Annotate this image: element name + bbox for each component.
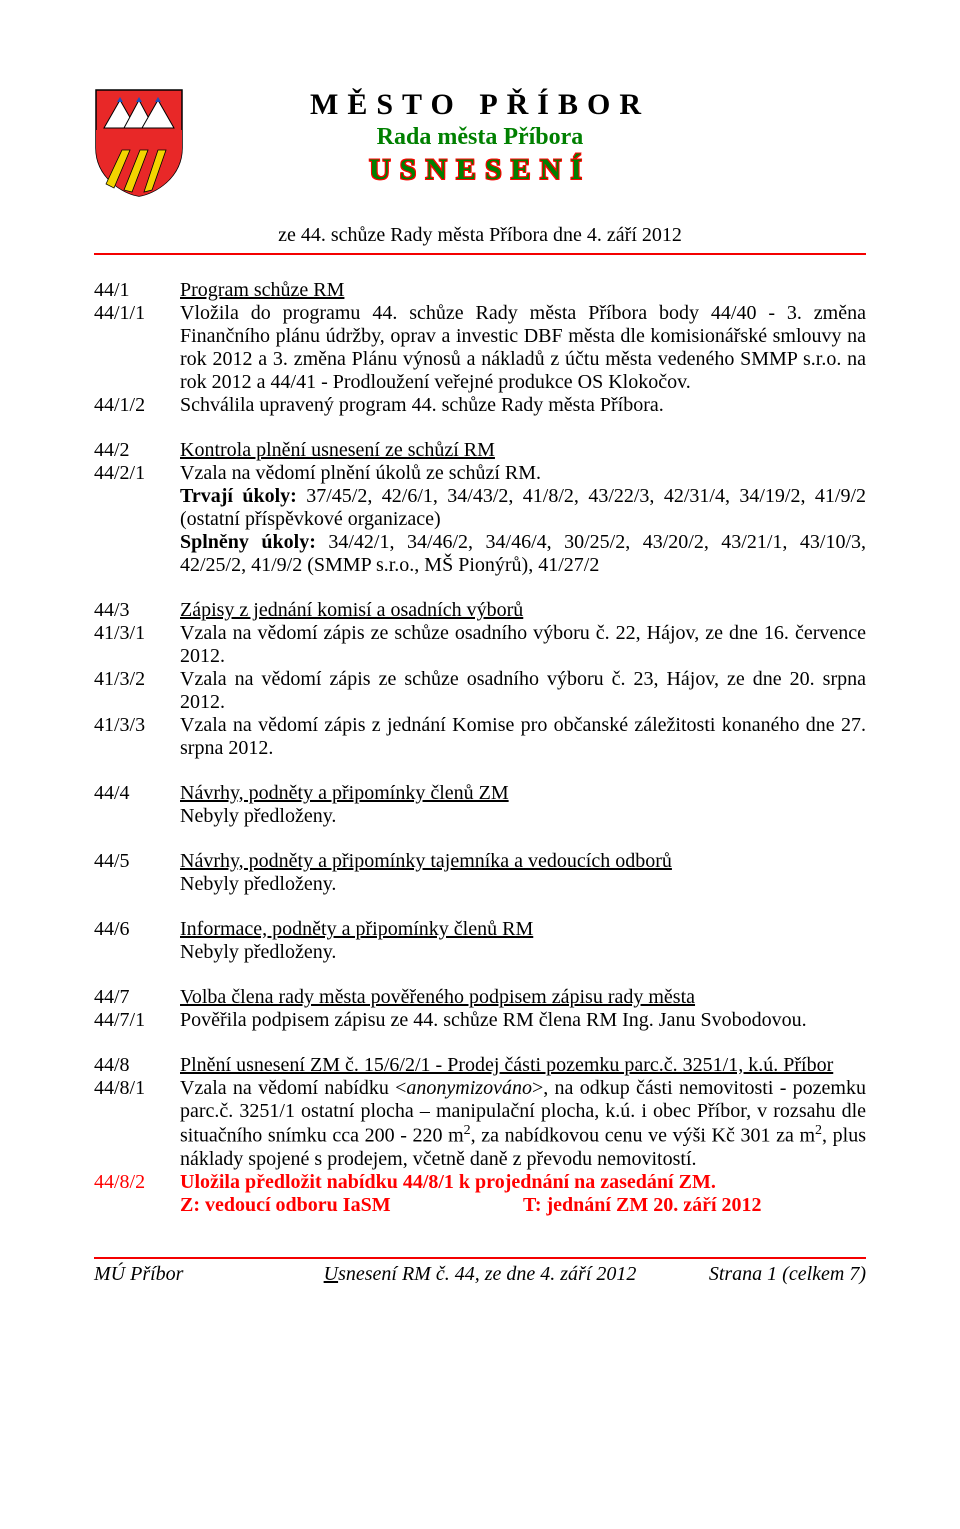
header-rule [94, 253, 866, 255]
header-row: MĚSTO PŘÍBOR Rada města Příbora USNESENÍ [94, 88, 866, 198]
section-title: Kontrola plnění usnesení ze schůzí RM [180, 439, 866, 462]
title-block: MĚSTO PŘÍBOR Rada města Příbora USNESENÍ [94, 88, 866, 187]
resolution-item: 44/8/1Vzala na vědomí nabídku <anonymizo… [94, 1077, 866, 1171]
city-name: MĚSTO PŘÍBOR [94, 88, 866, 122]
section-number: 44/8 [94, 1054, 180, 1077]
footer-center: Usnesení RM č. 44, ze dne 4. září 2012 [321, 1263, 639, 1286]
item-text: Vložila do programu 44. schůze Rady měst… [180, 302, 866, 394]
item-text: Vzala na vědomí zápis ze schůze osadního… [180, 622, 866, 668]
item-text: Vzala na vědomí plnění úkolů ze schůzí R… [180, 462, 866, 577]
item-number: 44/8/1 [94, 1077, 180, 1171]
resolution-item: 41/3/1Vzala na vědomí zápis ze schůze os… [94, 622, 866, 668]
resolution-item: 44/1/2Schválila upravený program 44. sch… [94, 394, 866, 417]
item-text: Schválila upravený program 44. schůze Ra… [180, 394, 866, 417]
item-number: 41/3/3 [94, 714, 180, 760]
section-title: Návrhy, podněty a připomínky tajemníka a… [180, 850, 866, 873]
section-title: Program schůze RM [180, 279, 866, 302]
section-heading: 44/1Program schůze RM [94, 279, 866, 302]
item-number: 44/7/1 [94, 1009, 180, 1032]
item-number: 41/3/2 [94, 668, 180, 714]
item-number [94, 873, 180, 896]
item-number [94, 941, 180, 964]
section-heading: 44/7Volba člena rady města pověřeného po… [94, 986, 866, 1009]
resolution-item: 44/7/1Pověřila podpisem zápisu ze 44. sc… [94, 1009, 866, 1032]
item-text: Vzala na vědomí nabídku <anonymizováno>,… [180, 1077, 866, 1171]
section-heading: 44/2Kontrola plnění usnesení ze schůzí R… [94, 439, 866, 462]
page: MĚSTO PŘÍBOR Rada města Příbora USNESENÍ… [0, 0, 960, 1529]
item-number [94, 805, 180, 828]
section-title: Informace, podněty a připomínky členů RM [180, 918, 866, 941]
resolution-item: 41/3/2Vzala na vědomí zápis ze schůze os… [94, 668, 866, 714]
resolution-item: 41/3/3Vzala na vědomí zápis z jednání Ko… [94, 714, 866, 760]
item-text: Vzala na vědomí zápis ze schůze osadního… [180, 668, 866, 714]
resolution-item: Nebyly předloženy. [94, 873, 866, 896]
resolution-item: Nebyly předloženy. [94, 805, 866, 828]
section-number: 44/5 [94, 850, 180, 873]
resolution-item: 44/8/2Uložila předložit nabídku 44/8/1 k… [94, 1171, 866, 1217]
item-text: Nebyly předloženy. [180, 805, 866, 828]
section-title: Návrhy, podněty a připomínky členů ZM [180, 782, 866, 805]
item-number: 44/1/2 [94, 394, 180, 417]
section-number: 44/6 [94, 918, 180, 941]
item-text: Vzala na vědomí zápis z jednání Komise p… [180, 714, 866, 760]
section-number: 44/7 [94, 986, 180, 1009]
section-title: Zápisy z jednání komisí a osadních výbor… [180, 599, 866, 622]
meeting-line: ze 44. schůze Rady města Příbora dne 4. … [94, 224, 866, 247]
document-type: USNESENÍ [94, 153, 866, 187]
section-number: 44/1 [94, 279, 180, 302]
section-heading: 44/4Návrhy, podněty a připomínky členů Z… [94, 782, 866, 805]
section-heading: 44/5Návrhy, podněty a připomínky tajemní… [94, 850, 866, 873]
item-number: 44/1/1 [94, 302, 180, 394]
footer-right: Strana 1 (celkem 7) [639, 1263, 866, 1286]
section-heading: 44/3Zápisy z jednání komisí a osadních v… [94, 599, 866, 622]
section-number: 44/4 [94, 782, 180, 805]
item-number: 44/8/2 [94, 1171, 180, 1217]
section-heading: 44/8Plnění usnesení ZM č. 15/6/2/1 - Pro… [94, 1054, 866, 1077]
resolution-item: 44/1/1Vložila do programu 44. schůze Rad… [94, 302, 866, 394]
resolution-item: Nebyly předloženy. [94, 941, 866, 964]
item-text: Uložila předložit nabídku 44/8/1 k proje… [180, 1171, 866, 1217]
section-title: Plnění usnesení ZM č. 15/6/2/1 - Prodej … [180, 1054, 866, 1077]
item-text: Pověřila podpisem zápisu ze 44. schůze R… [180, 1009, 866, 1032]
item-number: 44/2/1 [94, 462, 180, 577]
page-footer: MÚ Příbor Usnesení RM č. 44, ze dne 4. z… [94, 1257, 866, 1286]
item-text: Nebyly předloženy. [180, 941, 866, 964]
section-number: 44/3 [94, 599, 180, 622]
section-number: 44/2 [94, 439, 180, 462]
footer-left: MÚ Příbor [94, 1263, 321, 1286]
item-number: 41/3/1 [94, 622, 180, 668]
section-title: Volba člena rady města pověřeného podpis… [180, 986, 866, 1009]
resolution-items: 44/1Program schůze RM44/1/1Vložila do pr… [94, 279, 866, 1217]
section-heading: 44/6Informace, podněty a připomínky člen… [94, 918, 866, 941]
resolution-item: 44/2/1Vzala na vědomí plnění úkolů ze sc… [94, 462, 866, 577]
council-name: Rada města Příbora [94, 124, 866, 151]
item-text: Nebyly předloženy. [180, 873, 866, 896]
